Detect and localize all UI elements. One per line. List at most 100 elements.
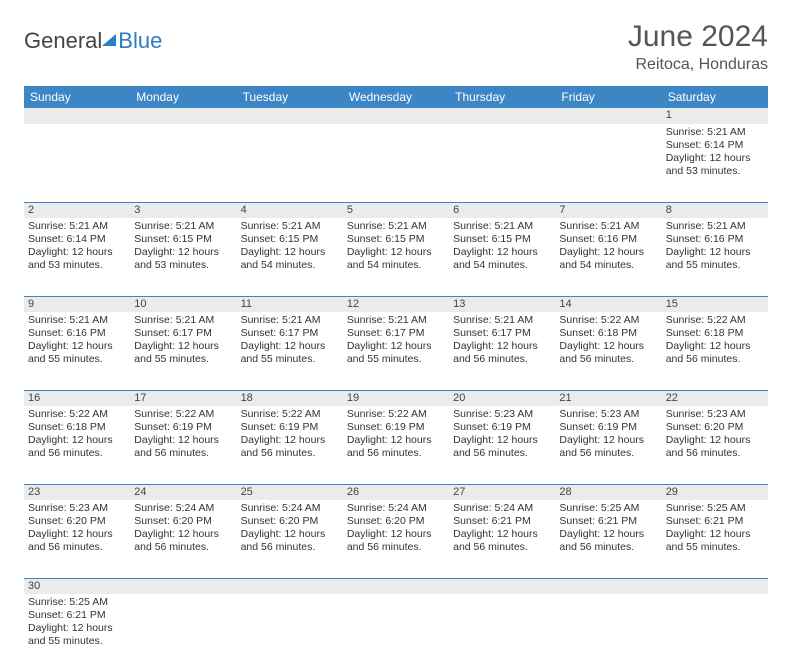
day-cell: Sunrise: 5:22 AMSunset: 6:18 PMDaylight:… [662,312,768,390]
day-cell: Sunrise: 5:23 AMSunset: 6:19 PMDaylight:… [555,406,661,484]
day-cell: Sunrise: 5:22 AMSunset: 6:19 PMDaylight:… [343,406,449,484]
day-cell [555,124,661,202]
day-details: Sunrise: 5:22 AMSunset: 6:19 PMDaylight:… [241,408,339,461]
day-number-cell: 28 [555,484,661,500]
day-number-cell: 6 [449,202,555,218]
location: Reitoca, Honduras [628,56,768,74]
day-number-cell: 14 [555,296,661,312]
day-number-cell: 26 [343,484,449,500]
day-number-cell: 18 [237,390,343,406]
day-details: Sunrise: 5:21 AMSunset: 6:16 PMDaylight:… [666,220,764,273]
day-number-cell [130,108,236,124]
day-cell: Sunrise: 5:24 AMSunset: 6:20 PMDaylight:… [130,500,236,578]
day-header: Friday [555,86,661,108]
daynum-row: 1 [24,108,768,124]
day-number-cell: 25 [237,484,343,500]
day-details: Sunrise: 5:23 AMSunset: 6:20 PMDaylight:… [28,502,126,555]
day-number-cell [343,108,449,124]
day-number-cell: 15 [662,296,768,312]
day-number-cell: 20 [449,390,555,406]
day-number-cell: 7 [555,202,661,218]
header: General Blue June 2024 Reitoca, Honduras [24,20,768,74]
logo-text-general: General [24,28,102,54]
day-details: Sunrise: 5:21 AMSunset: 6:16 PMDaylight:… [559,220,657,273]
day-number-cell: 9 [24,296,130,312]
day-cell [130,594,236,672]
day-details: Sunrise: 5:21 AMSunset: 6:17 PMDaylight:… [134,314,232,367]
day-details: Sunrise: 5:22 AMSunset: 6:19 PMDaylight:… [134,408,232,461]
day-details: Sunrise: 5:21 AMSunset: 6:17 PMDaylight:… [241,314,339,367]
day-cell [130,124,236,202]
day-number-cell: 8 [662,202,768,218]
day-details: Sunrise: 5:25 AMSunset: 6:21 PMDaylight:… [559,502,657,555]
day-number-cell [555,578,661,594]
day-cell [555,594,661,672]
day-number-cell: 16 [24,390,130,406]
week-row: Sunrise: 5:21 AMSunset: 6:16 PMDaylight:… [24,312,768,390]
week-row: Sunrise: 5:25 AMSunset: 6:21 PMDaylight:… [24,594,768,672]
day-number-cell [237,578,343,594]
day-details: Sunrise: 5:21 AMSunset: 6:15 PMDaylight:… [453,220,551,273]
day-number-cell: 30 [24,578,130,594]
day-cell: Sunrise: 5:25 AMSunset: 6:21 PMDaylight:… [24,594,130,672]
day-header: Monday [130,86,236,108]
day-header: Thursday [449,86,555,108]
day-cell: Sunrise: 5:23 AMSunset: 6:19 PMDaylight:… [449,406,555,484]
day-cell: Sunrise: 5:24 AMSunset: 6:20 PMDaylight:… [343,500,449,578]
day-details: Sunrise: 5:21 AMSunset: 6:16 PMDaylight:… [28,314,126,367]
logo-text-blue: Blue [118,28,162,54]
day-number-cell: 17 [130,390,236,406]
day-number-cell [449,108,555,124]
day-cell [343,594,449,672]
title-block: June 2024 Reitoca, Honduras [628,20,768,74]
day-header: Sunday [24,86,130,108]
day-cell [662,594,768,672]
day-details: Sunrise: 5:21 AMSunset: 6:14 PMDaylight:… [28,220,126,273]
day-cell: Sunrise: 5:21 AMSunset: 6:14 PMDaylight:… [662,124,768,202]
week-row: Sunrise: 5:22 AMSunset: 6:18 PMDaylight:… [24,406,768,484]
week-row: Sunrise: 5:21 AMSunset: 6:14 PMDaylight:… [24,218,768,296]
day-details: Sunrise: 5:25 AMSunset: 6:21 PMDaylight:… [28,596,126,649]
day-cell: Sunrise: 5:21 AMSunset: 6:17 PMDaylight:… [130,312,236,390]
day-number-cell: 24 [130,484,236,500]
day-cell: Sunrise: 5:21 AMSunset: 6:14 PMDaylight:… [24,218,130,296]
day-details: Sunrise: 5:21 AMSunset: 6:14 PMDaylight:… [666,126,764,179]
calendar-body: 1 Sunrise: 5:21 AMSunset: 6:14 PMDaylight… [24,108,768,672]
day-details: Sunrise: 5:25 AMSunset: 6:21 PMDaylight:… [666,502,764,555]
day-number-cell: 1 [662,108,768,124]
day-cell [449,594,555,672]
day-cell: Sunrise: 5:21 AMSunset: 6:15 PMDaylight:… [449,218,555,296]
day-cell [237,594,343,672]
day-number-cell: 3 [130,202,236,218]
day-number-cell: 19 [343,390,449,406]
day-cell: Sunrise: 5:21 AMSunset: 6:16 PMDaylight:… [555,218,661,296]
day-cell: Sunrise: 5:23 AMSunset: 6:20 PMDaylight:… [662,406,768,484]
day-details: Sunrise: 5:21 AMSunset: 6:17 PMDaylight:… [347,314,445,367]
day-cell: Sunrise: 5:22 AMSunset: 6:18 PMDaylight:… [24,406,130,484]
day-number-cell: 10 [130,296,236,312]
logo: General Blue [24,20,162,54]
day-details: Sunrise: 5:21 AMSunset: 6:17 PMDaylight:… [453,314,551,367]
day-number-cell [662,578,768,594]
calendar-header: SundayMondayTuesdayWednesdayThursdayFrid… [24,86,768,108]
day-header: Saturday [662,86,768,108]
daynum-row: 9101112131415 [24,296,768,312]
day-details: Sunrise: 5:22 AMSunset: 6:18 PMDaylight:… [559,314,657,367]
day-cell: Sunrise: 5:21 AMSunset: 6:17 PMDaylight:… [237,312,343,390]
day-cell: Sunrise: 5:24 AMSunset: 6:20 PMDaylight:… [237,500,343,578]
day-number-cell: 27 [449,484,555,500]
day-cell: Sunrise: 5:21 AMSunset: 6:17 PMDaylight:… [449,312,555,390]
day-number-cell: 4 [237,202,343,218]
day-cell [449,124,555,202]
week-row: Sunrise: 5:23 AMSunset: 6:20 PMDaylight:… [24,500,768,578]
day-number-cell [24,108,130,124]
day-details: Sunrise: 5:22 AMSunset: 6:18 PMDaylight:… [28,408,126,461]
day-cell: Sunrise: 5:21 AMSunset: 6:15 PMDaylight:… [237,218,343,296]
day-number-cell [130,578,236,594]
daynum-row: 16171819202122 [24,390,768,406]
day-cell: Sunrise: 5:21 AMSunset: 6:16 PMDaylight:… [24,312,130,390]
daynum-row: 23242526272829 [24,484,768,500]
day-cell: Sunrise: 5:25 AMSunset: 6:21 PMDaylight:… [662,500,768,578]
day-details: Sunrise: 5:23 AMSunset: 6:19 PMDaylight:… [559,408,657,461]
day-cell: Sunrise: 5:24 AMSunset: 6:21 PMDaylight:… [449,500,555,578]
